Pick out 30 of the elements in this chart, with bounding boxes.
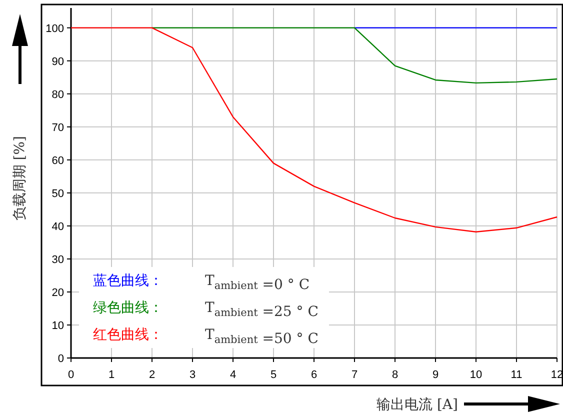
x-tick-label: 8 — [392, 369, 398, 381]
x-axis-title: 输出电流 [A] — [376, 397, 458, 413]
y-tick-label: 40 — [52, 220, 64, 233]
legend: 蓝色曲线： T$_{ambient}$ =0 ° C 绿色曲线： T$_{ambient}$ =25 ° C 红色曲线： T$_{ambient}$ =50 ° C — [79, 267, 329, 348]
y-tick-label: 60 — [52, 154, 64, 167]
y-tick-label: 0 — [58, 353, 64, 365]
annotation: T$_{ambient}$ =0 ° C — [205, 273, 310, 293]
y-tick-label: 70 — [52, 122, 64, 134]
x-tick-label: 5 — [270, 369, 277, 381]
x-tick-label: 4 — [230, 369, 236, 381]
y-tick-label: 10 — [52, 320, 64, 332]
x-tick-label: 9 — [432, 369, 439, 381]
y-tick-label: 80 — [52, 88, 64, 101]
y-tick-label: 20 — [52, 286, 64, 299]
y-tick-label: 90 — [52, 56, 64, 68]
x-tick-label: 7 — [351, 369, 358, 381]
y-tick-label: 100 — [46, 22, 64, 35]
x-tick-label: 10 — [470, 369, 482, 381]
annotation: T$_{ambient}$ =25 ° C — [205, 300, 318, 320]
x-tick-label: 2 — [148, 369, 156, 381]
y-tick-label: 30 — [52, 254, 64, 266]
y-axis-title: 负载周期 [%] — [12, 136, 28, 221]
x-tick-label: 11 — [510, 369, 522, 381]
x-tick-label: 3 — [189, 369, 196, 381]
x-tick-label: 12 — [550, 369, 563, 381]
x-tick-label: 0 — [68, 369, 74, 381]
x-tick-label: 6 — [310, 369, 318, 381]
annotation: T$_{ambient}$ =50 ° C — [205, 327, 318, 347]
x-tick-label: 1 — [108, 369, 115, 381]
y-tick-label: 50 — [52, 188, 64, 200]
